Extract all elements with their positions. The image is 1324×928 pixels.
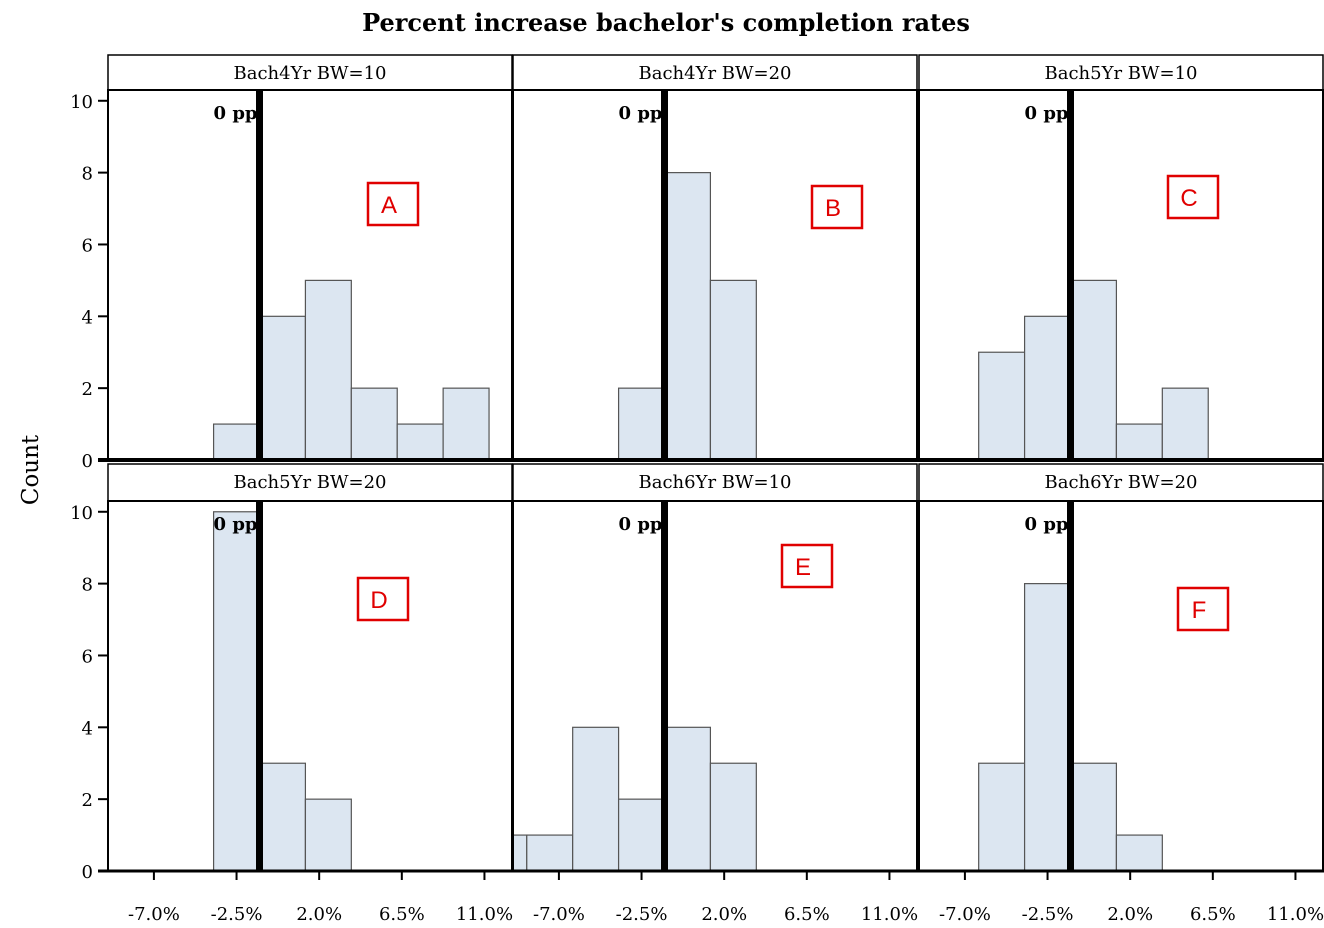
x-tick-label-d-1: -2.5% [211, 904, 263, 925]
bars-c [978, 279, 1209, 460]
y-tick-label-d-3: 6 [82, 646, 93, 667]
reference-label-f: 0 pp [1025, 514, 1069, 535]
panel-b: Bach4Yr BW=20 0 pp B [512, 54, 918, 461]
panel-grid: Bach4Yr BW=10 0 pp A 0 2 4 6 8 10 Bach4Yr BW=20 0 … [70, 54, 1324, 925]
y-tick-label-d-1: 2 [82, 790, 93, 811]
bar-c-2 [1069, 279, 1118, 460]
panel-d: Bach5Yr BW=20 0 pp D 0 2 4 6 8 10 -7.0% -2.5% 2.0% 6… [70, 463, 513, 925]
x-tick-label-f-2: 2.0% [1107, 904, 1153, 925]
bar-a-1 [258, 315, 307, 460]
reference-label-c: 0 pp [1025, 103, 1069, 124]
bar-c-1 [1023, 315, 1072, 460]
panel-badge-box-a [366, 181, 420, 227]
panel-badge-d: D [370, 587, 387, 614]
x-tick-label-d-3: 6.5% [379, 904, 425, 925]
x-tick-label-f-0: -7.0% [939, 904, 991, 925]
y-tick-label-a-2: 4 [82, 307, 93, 328]
y-tick-label-a-5: 10 [70, 92, 93, 113]
panel-a: Bach4Yr BW=10 0 pp A 0 2 4 6 8 10 [70, 54, 513, 472]
panel-badge-box-c [1166, 174, 1220, 220]
panel-badge-b: B [825, 195, 841, 222]
x-tick-label-f-3: 6.5% [1190, 904, 1236, 925]
bar-e-5 [709, 762, 757, 871]
panel-f: Bach6Yr BW=20 0 pp F -7.0% -2.5% 2.0% 6.5% 11.0… [918, 463, 1324, 925]
panel-e: Bach6Yr BW=10 0 pp E -7.0% -2.5% 2.0% 6.5% 11.0… [512, 463, 918, 925]
y-tick-label-a-1: 2 [82, 379, 93, 400]
bars-d [212, 511, 352, 871]
x-tick-label-d-0: -7.0% [128, 904, 180, 925]
bar-f-1 [1023, 583, 1072, 871]
panel-badge-box-e [780, 543, 834, 589]
bar-e-0 [513, 834, 528, 871]
strip-label-c: Bach5Yr BW=10 [1044, 63, 1197, 84]
x-tick-label-e-0: -7.0% [533, 904, 585, 925]
panel-badge-box-b [810, 184, 864, 230]
bar-d-2 [304, 798, 352, 871]
x-tick-label-f-1: -2.5% [1022, 904, 1074, 925]
bar-b-1 [663, 172, 712, 460]
x-tick-label-e-4: 11.0% [861, 904, 918, 925]
x-tick-label-d-2: 2.0% [296, 904, 342, 925]
y-tick-label-a-4: 8 [82, 164, 93, 185]
panel-badge-a: A [381, 192, 397, 219]
x-tick-label-e-2: 2.0% [701, 904, 747, 925]
reference-label-b: 0 pp [619, 103, 663, 124]
bar-a-0 [212, 423, 261, 460]
strip-label-e: Bach6Yr BW=10 [638, 472, 791, 493]
bars-b [617, 172, 757, 460]
reference-label-e: 0 pp [619, 514, 663, 535]
x-tick-label-e-1: -2.5% [616, 904, 668, 925]
strip-header-d [107, 463, 513, 502]
bar-d-0 [212, 511, 261, 871]
y-tick-label-a-3: 6 [82, 235, 93, 256]
bar-c-3 [1115, 423, 1163, 460]
y-axis-label: Count [18, 434, 44, 505]
bar-d-1 [258, 762, 307, 871]
strip-header-f [918, 463, 1324, 502]
panel-badge-box-d [356, 576, 410, 622]
panel-badge-box-f [1176, 586, 1230, 632]
bars-e [513, 726, 757, 871]
reference-label-d: 0 pp [214, 514, 258, 535]
bars-a [212, 279, 490, 460]
y-tick-label-a-0: 0 [82, 451, 93, 472]
panel-badge-e: E [795, 554, 811, 581]
strip-label-a: Bach4Yr BW=10 [233, 63, 386, 84]
panel-badge-f: F [1192, 597, 1207, 624]
bar-e-1 [526, 834, 574, 871]
y-tick-label-d-5: 10 [70, 503, 93, 524]
bar-f-0 [978, 762, 1026, 871]
bar-e-4 [663, 726, 712, 871]
panel-badge-c: C [1180, 185, 1197, 212]
strip-label-f: Bach6Yr BW=20 [1044, 472, 1197, 493]
bar-e-2 [572, 726, 620, 871]
x-tick-label-e-3: 6.5% [784, 904, 830, 925]
y-tick-label-d-0: 0 [82, 862, 93, 883]
bar-a-5 [442, 387, 490, 460]
strip-header-a [107, 54, 513, 91]
strip-header-e [512, 463, 918, 502]
strip-label-d: Bach5Yr BW=20 [233, 472, 386, 493]
bar-c-4 [1161, 387, 1209, 460]
strip-label-b: Bach4Yr BW=20 [638, 63, 791, 84]
bar-e-3 [617, 798, 666, 871]
reference-label-a: 0 pp [214, 103, 258, 124]
chart-title: Percent increase bachelor's completion r… [362, 8, 970, 37]
bar-a-2 [304, 279, 352, 460]
y-tick-label-d-4: 8 [82, 575, 93, 596]
x-tick-label-d-4: 11.0% [456, 904, 513, 925]
bar-a-4 [396, 423, 444, 460]
bar-f-3 [1115, 834, 1163, 871]
panel-c: Bach5Yr BW=10 0 pp C [918, 54, 1324, 461]
bar-a-3 [350, 387, 398, 460]
bar-b-2 [709, 279, 757, 460]
bar-c-0 [978, 351, 1026, 460]
y-tick-label-d-2: 4 [82, 718, 93, 739]
x-tick-label-f-4: 11.0% [1267, 904, 1324, 925]
bar-b-0 [617, 387, 666, 460]
bar-f-2 [1069, 762, 1118, 871]
